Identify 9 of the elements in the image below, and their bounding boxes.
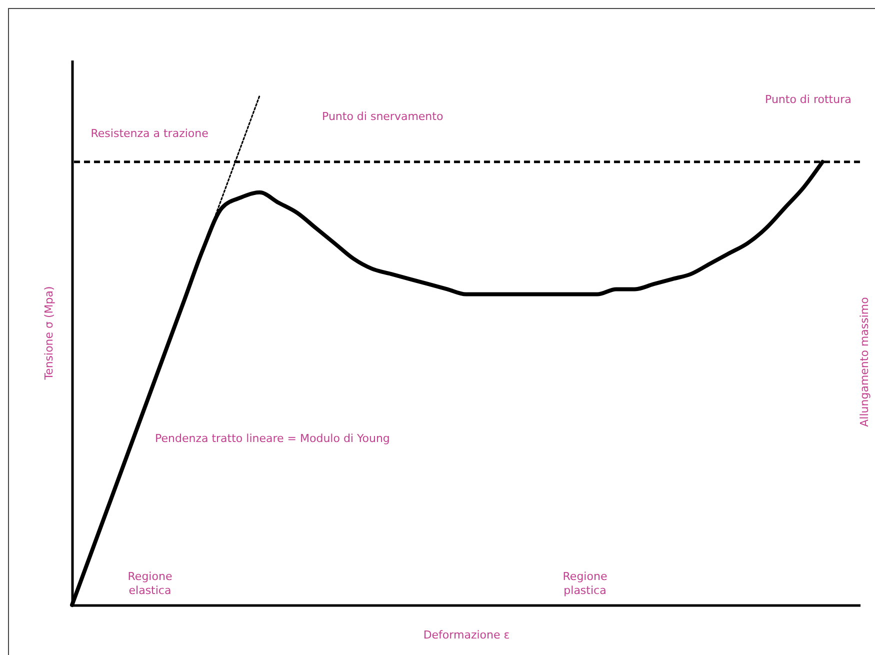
annotation: Pendenza tratto lineare = Modulo di Young <box>155 432 390 446</box>
annotation: Regione elastica <box>126 570 174 598</box>
annotation: Punto di rottura <box>765 93 852 107</box>
x-axis-title: Deformazione ε <box>423 628 510 642</box>
y-axis-title: Tensione σ (Mpa) <box>42 286 56 381</box>
annotation: Regione plastica <box>562 570 608 598</box>
annotation: Allungamento massimo <box>858 297 872 427</box>
ref-line-label: Resistenza a trazione <box>90 126 209 140</box>
annotation: Punto di snervamento <box>322 110 444 124</box>
